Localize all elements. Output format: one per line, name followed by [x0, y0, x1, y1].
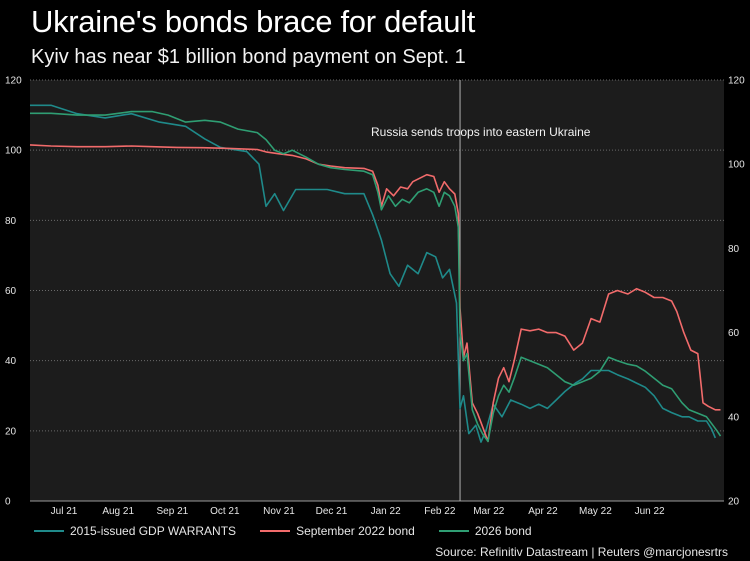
chart-title: Ukraine's bonds brace for default — [31, 4, 476, 39]
legend-label: 2015-issued GDP WARRANTS — [70, 524, 237, 538]
series-line — [30, 110, 722, 443]
legend-item-sept-2022-bond: September 2022 bond — [260, 524, 415, 538]
right-tick-label: 80 — [728, 244, 740, 255]
x-tick-label: Apr 22 — [528, 506, 558, 517]
source-credit: Source: Refinitiv Datastream | Reuters @… — [435, 545, 728, 559]
left-tick-label: 0 — [5, 497, 11, 508]
x-tick-label: Dec 21 — [316, 506, 348, 517]
left-axis: 0 20 40 60 80 100 120 — [5, 76, 22, 508]
series-line — [29, 144, 721, 443]
x-tick-label: Jul 21 — [51, 506, 78, 517]
legend-swatch — [34, 530, 64, 532]
left-tick-label: 80 — [5, 216, 17, 227]
legend: 2015-issued GDP WARRANTS September 2022 … — [34, 524, 556, 538]
x-tick-label: Sep 21 — [157, 506, 189, 517]
left-tick-label: 20 — [5, 426, 17, 437]
chart-subtitle: Kyiv has near $1 billion bond payment on… — [31, 46, 466, 68]
left-tick-label: 120 — [5, 76, 22, 87]
legend-swatch — [260, 530, 291, 532]
x-tick-label: Jan 22 — [371, 506, 401, 517]
x-tick-label: Mar 22 — [473, 506, 505, 517]
legend-label: September 2022 bond — [296, 524, 415, 538]
series-layer — [29, 104, 722, 443]
left-tick-label: 60 — [5, 286, 17, 297]
x-tick-label: May 22 — [579, 506, 612, 517]
legend-swatch — [438, 530, 469, 532]
x-tick-label: Jun 22 — [635, 506, 665, 517]
legend-label: 2026 bond — [474, 524, 532, 538]
x-tick-label: Aug 21 — [102, 506, 134, 517]
x-tick-label: Feb 22 — [424, 506, 456, 517]
right-tick-label: 20 — [728, 497, 740, 508]
x-tick-label: Nov 21 — [263, 506, 295, 517]
legend-item-gdp-warrants: 2015-issued GDP WARRANTS — [34, 524, 236, 538]
left-tick-label: 40 — [5, 356, 17, 367]
right-tick-label: 60 — [728, 328, 740, 339]
legend-item-2026-bond: 2026 bond — [438, 524, 532, 538]
right-axis: 20 40 60 80 100 120 — [728, 76, 745, 508]
x-tick-label: Oct 21 — [210, 506, 240, 517]
right-tick-label: 100 — [728, 160, 745, 171]
x-axis: Jul 21 Aug 21 Sep 21 Oct 21 Nov 21 Dec 21 Jan … — [51, 506, 665, 517]
annotation-label: Russia sends troops into eastern Ukraine — [371, 125, 591, 139]
right-tick-label: 120 — [728, 76, 745, 87]
series-line — [30, 104, 717, 443]
plot-background — [30, 80, 724, 501]
grid-lines — [30, 79, 724, 502]
right-tick-label: 40 — [728, 412, 740, 423]
left-tick-label: 100 — [5, 146, 22, 157]
